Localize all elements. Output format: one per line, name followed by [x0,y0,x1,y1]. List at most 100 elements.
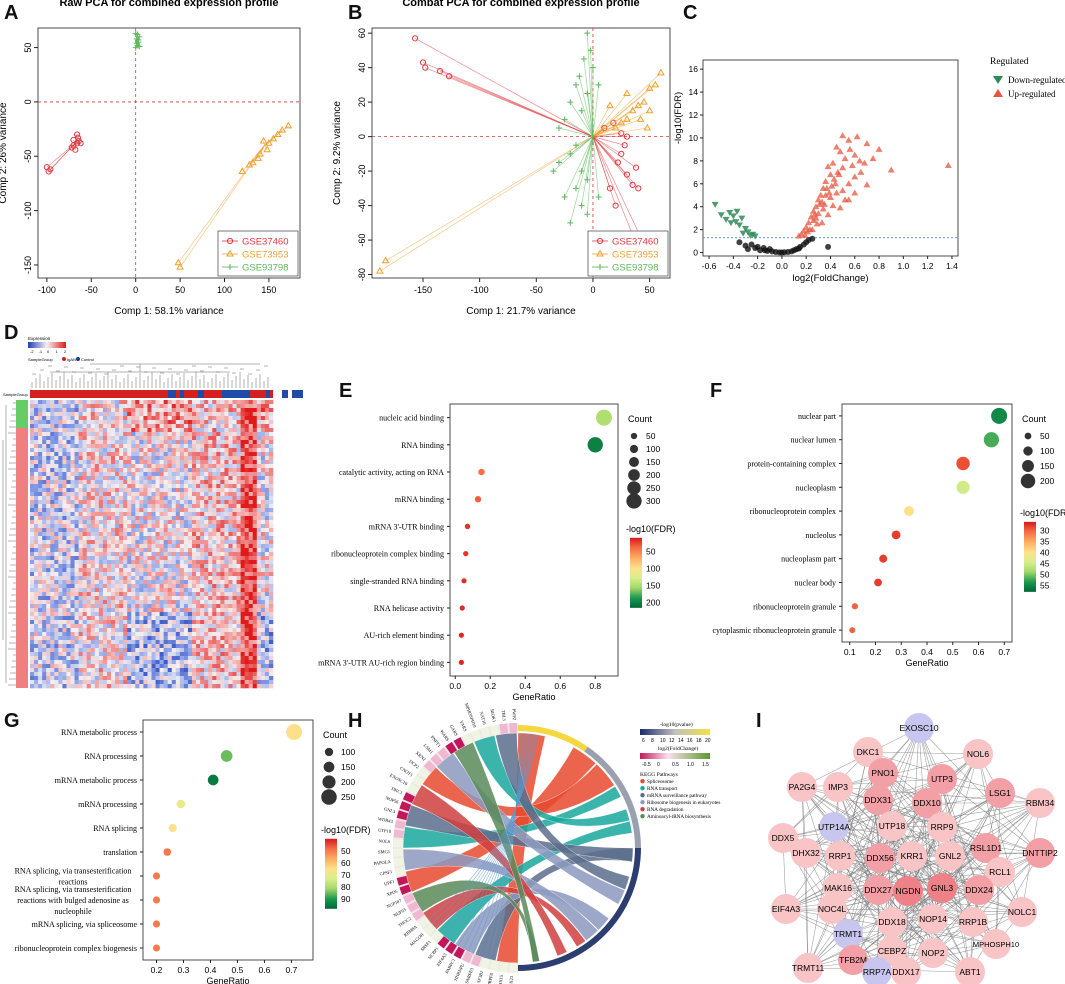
heatmap-cell [34,632,39,637]
heatmap-cell [252,572,258,577]
heatmap-cell [155,516,160,521]
heatmap-cell [90,544,96,549]
heatmap-cell [163,596,168,601]
heatmap-cell [175,660,181,665]
heatmap-cell [131,616,136,621]
heatmap-cell [115,436,120,441]
down-regulated-point [722,216,730,223]
heatmap-cell [179,416,185,421]
heatmap-cell [248,656,254,661]
heatmap-cell [220,456,225,461]
heatmap-cell [228,588,233,593]
heatmap-cell [106,656,112,661]
heatmap-cell [50,508,55,513]
size-legend-dot [629,457,639,467]
heatmap-cell [86,496,92,501]
heatmap-cell [102,524,108,529]
heatmap-cell [62,480,67,485]
heatmap-cell [216,536,221,541]
heatmap-cell [74,680,79,685]
heatmap-cell [123,488,128,493]
heatmap-cell [30,660,35,665]
heatmap-cell [135,492,140,497]
heatmap-cell [74,556,79,561]
heatmap-cell [139,644,144,649]
heatmap-cell [244,676,249,681]
heatmap-cell [159,656,164,661]
heatmap-cell [167,664,173,669]
heatmap-cell [42,516,47,521]
heatmap-cell [139,488,144,493]
data-point [632,164,640,171]
heatmap-cell [98,544,104,549]
heatmap-cell [78,676,83,681]
heatmap-cell [135,460,140,465]
gene-fc-block [430,929,443,943]
heatmap-cell [256,664,262,669]
heatmap-cell [163,604,168,609]
heatmap-cell [252,524,258,529]
heatmap-cell [86,420,92,425]
heatmap-cell [163,656,168,661]
heatmap-cell [159,524,164,529]
heatmap-cell [204,592,209,597]
heatmap-cell [167,620,173,625]
heatmap-cell [268,404,274,409]
heatmap-cell [220,656,225,661]
x-tick-label: 0.4 [825,261,837,271]
heatmap-cell [179,424,185,429]
heatmap-cell [159,540,164,545]
heatmap-cell [171,404,177,409]
heatmap-cell [159,548,164,553]
heatmap-cell [94,608,100,613]
heatmap-cell [38,544,43,549]
heatmap-cell [46,592,51,597]
heatmap-cell [127,632,132,637]
heatmap-cell [30,620,35,625]
size-legend-dot [324,747,334,757]
heatmap-cell [264,416,270,421]
heatmap-cell [268,624,274,629]
heatmap-cell [256,572,262,577]
heatmap-cell [240,660,245,665]
heatmap-cell [58,520,63,525]
heatmap-cell [244,668,249,673]
heatmap-cell [187,432,193,437]
heatmap-cell [179,624,185,629]
heatmap-cell [224,412,229,417]
data-point [610,119,617,126]
heatmap-cell [143,476,148,481]
heatmap-cell [252,644,258,649]
heatmap-cell [123,520,128,525]
heatmap-cell [62,484,67,489]
heatmap-cell [115,584,120,589]
heatmap-cell [143,496,148,501]
heatmap-cell [46,412,51,417]
heatmap-cell [155,560,160,565]
heatmap-cell [90,640,96,645]
heatmap-cell [232,604,237,609]
heatmap-cell [204,640,209,645]
heatmap-cell [200,540,205,545]
heatmap-cell [228,640,233,645]
heatmap-cell [212,600,217,605]
heatmap-cell [220,564,225,569]
heatmap-cell [228,472,233,477]
heatmap-cell [228,408,233,413]
heatmap-cell [46,584,51,589]
heatmap-cell [187,420,193,425]
heatmap-cell [123,468,128,473]
heatmap-cell [78,520,83,525]
heatmap-cell [216,444,221,449]
heatmap-cell [224,612,229,617]
heatmap-cell [175,496,181,501]
heatmap-cell [42,612,47,617]
heatmap-cell [127,488,132,493]
heatmap-cell [200,560,205,565]
heatmap-cell [127,668,132,673]
heatmap-cell [183,520,189,525]
heatmap-cell [232,636,237,641]
down-regulated-point [742,225,749,232]
heatmap-cell [216,500,221,505]
heatmap-cell [131,520,136,525]
